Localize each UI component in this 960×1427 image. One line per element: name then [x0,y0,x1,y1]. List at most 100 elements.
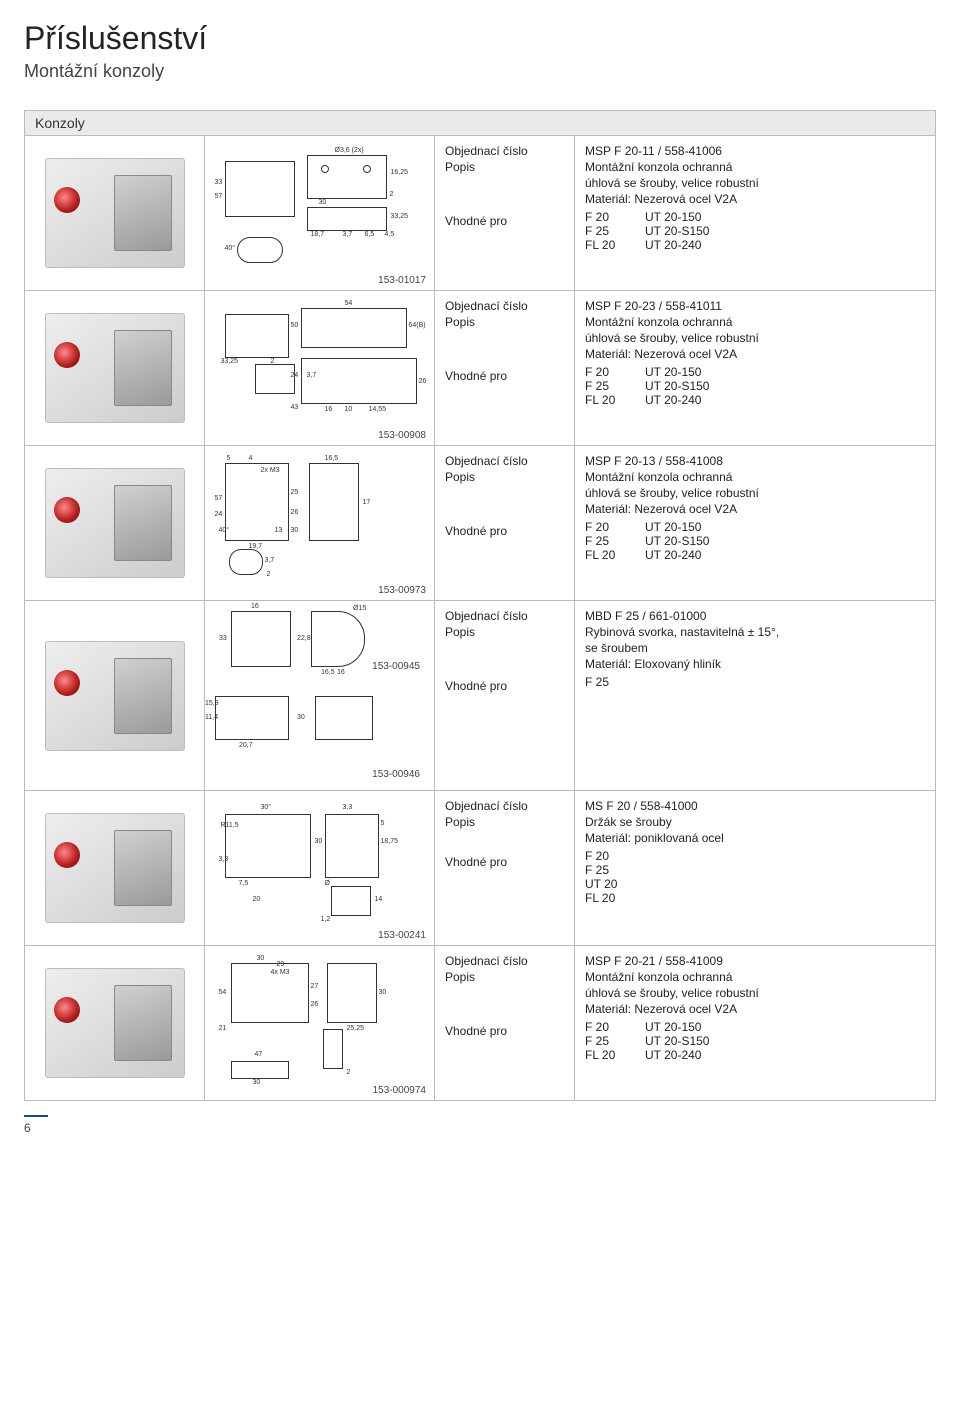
product-photo [45,813,185,923]
photo-cell [25,136,205,290]
page-subtitle: Montážní konzoly [24,61,936,82]
desc-line: Materiál: Nezerová ocel V2A [585,502,925,516]
diagram-id: 153-01017 [378,275,426,286]
diagram-id: 153-00973 [378,585,426,596]
order-number: MSP F 20-23 / 558-41011 [585,299,925,313]
label-order: Objednací číslo [445,454,564,468]
order-number: MSP F 20-11 / 558-41006 [585,144,925,158]
desc-line: Montážní konzola ochranná [585,470,925,484]
label-fit: Vhodné pro [445,524,564,538]
diagram-cell: 5 4 16,5 2x M3 57 25 24 26 17 40° 13 30 … [205,446,435,600]
label-desc: Popis [445,315,564,329]
desc-line: Materiál: poniklovaná ocel [585,831,925,845]
label-desc: Popis [445,815,564,829]
frame-header: Konzoly [25,111,935,135]
label-desc: Popis [445,625,564,639]
label-order: Objednací číslo [445,799,564,813]
label-fit: Vhodné pro [445,855,564,869]
diagram-id: 153-000974 [373,1085,426,1096]
labels-cell: Objednací číslo Popis Vhodné pro [435,946,575,1100]
tech-drawing: 54 50 33,25 2 64(B) 24 3,7 16 10 14,55 4… [225,308,415,428]
fit-list: F 20 F 25 UT 20 FL 20 [585,849,925,905]
labels-cell: Objednací číslo Popis Vhodné pro [435,446,575,600]
values-cell: MS F 20 / 558-41000 Držák se šrouby Mate… [575,791,935,945]
label-desc: Popis [445,970,564,984]
desc-line: Rybinová svorka, nastavitelná ± 15°, [585,625,925,639]
tech-drawing: 30 29 4x M3 54 27 30 26 25,25 21 47 2 30 [225,963,415,1083]
values-cell: MSP F 20-21 / 558-41009 Montážní konzola… [575,946,935,1100]
values-cell: MSP F 20-13 / 558-41008 Montážní konzola… [575,446,935,600]
desc-line: Montážní konzola ochranná [585,160,925,174]
tech-drawing: 5 4 16,5 2x M3 57 25 24 26 17 40° 13 30 … [225,463,415,583]
desc-line: úhlová se šrouby, velice robustní [585,176,925,190]
order-number: MBD F 25 / 661-01000 [585,609,925,623]
product-photo [45,158,185,268]
label-desc: Popis [445,160,564,174]
diagram-cell: 30 29 4x M3 54 27 30 26 25,25 21 47 2 30… [205,946,435,1100]
page-number: 6 [24,1115,48,1135]
photo-cell [25,601,205,790]
diagram-id: 153-00946 [372,769,420,780]
tech-drawing: 15,3 11,4 30 20,7 [211,696,401,756]
tech-drawing: 30° 3,3 R11,5 5 30 18,75 3,3 7,5 Ø 20 14… [225,808,415,928]
table-row: 54 50 33,25 2 64(B) 24 3,7 16 10 14,55 4… [25,290,935,445]
label-order: Objednací číslo [445,954,564,968]
diagram-id: 153-00908 [378,430,426,441]
desc-line: Materiál: Nezerová ocel V2A [585,192,925,206]
desc-line: Materiál: Nezerová ocel V2A [585,1002,925,1016]
labels-cell: Objednací číslo Popis Vhodné pro [435,291,575,445]
diagram-cell: Ø3,6 (2x) 16,25 33 57 2 30 33,25 18,7 3,… [205,136,435,290]
values-cell: MSP F 20-23 / 558-41011 Montážní konzola… [575,291,935,445]
photo-cell [25,446,205,600]
table-row: 5 4 16,5 2x M3 57 25 24 26 17 40° 13 30 … [25,445,935,600]
product-photo [45,968,185,1078]
desc-line: Materiál: Eloxovaný hliník [585,657,925,671]
diagram-id: 153-00945 [372,661,420,672]
label-desc: Popis [445,470,564,484]
labels-cell: Objednací číslo Popis Vhodné pro [435,136,575,290]
desc-line: Montážní konzola ochranná [585,970,925,984]
diagram-cell: 54 50 33,25 2 64(B) 24 3,7 16 10 14,55 4… [205,291,435,445]
fit-list: F 20UT 20-150 F 25UT 20-S150 FL 20UT 20-… [585,365,925,407]
desc-line: se šroubem [585,641,925,655]
diagram-id: 153-00241 [378,930,426,941]
fit-list: F 20UT 20-150 F 25UT 20-S150 FL 20UT 20-… [585,520,925,562]
table-row: 16 Ø15 33 22,8 16,5 16 153-00945 15,3 11… [25,600,935,790]
table-row: 30° 3,3 R11,5 5 30 18,75 3,3 7,5 Ø 20 14… [25,790,935,945]
product-photo [45,313,185,423]
fit-list: F 25 [585,675,925,689]
product-photo [45,468,185,578]
label-order: Objednací číslo [445,144,564,158]
product-frame: Konzoly Ø3,6 (2x) 16,25 33 57 2 30 33,25… [24,110,936,1101]
values-cell: MBD F 25 / 661-01000 Rybinová svorka, na… [575,601,935,790]
label-fit: Vhodné pro [445,679,564,693]
table-row: 30 29 4x M3 54 27 30 26 25,25 21 47 2 30… [25,945,935,1100]
label-order: Objednací číslo [445,299,564,313]
desc-line: úhlová se šrouby, velice robustní [585,331,925,345]
values-cell: MSP F 20-11 / 558-41006 Montážní konzola… [575,136,935,290]
desc-line: Montážní konzola ochranná [585,315,925,329]
desc-line: úhlová se šrouby, velice robustní [585,486,925,500]
photo-cell [25,791,205,945]
labels-cell: Objednací číslo Popis Vhodné pro [435,791,575,945]
fit-list: F 20UT 20-150 F 25UT 20-S150 FL 20UT 20-… [585,1020,925,1062]
desc-line: Držák se šrouby [585,815,925,829]
labels-cell: Objednací číslo Popis Vhodné pro [435,601,575,790]
diagram-cell: 30° 3,3 R11,5 5 30 18,75 3,3 7,5 Ø 20 14… [205,791,435,945]
label-fit: Vhodné pro [445,369,564,383]
diagram-cell: 16 Ø15 33 22,8 16,5 16 153-00945 15,3 11… [205,601,435,790]
label-order: Objednací číslo [445,609,564,623]
photo-cell [25,946,205,1100]
label-fit: Vhodné pro [445,214,564,228]
table-row: Ø3,6 (2x) 16,25 33 57 2 30 33,25 18,7 3,… [25,135,935,290]
order-number: MS F 20 / 558-41000 [585,799,925,813]
product-photo [45,641,185,751]
fit-list: F 20UT 20-150 F 25UT 20-S150 FL 20UT 20-… [585,210,925,252]
tech-drawing: Ø3,6 (2x) 16,25 33 57 2 30 33,25 18,7 3,… [225,153,415,273]
order-number: MSP F 20-13 / 558-41008 [585,454,925,468]
order-number: MSP F 20-21 / 558-41009 [585,954,925,968]
desc-line: úhlová se šrouby, velice robustní [585,986,925,1000]
photo-cell [25,291,205,445]
label-fit: Vhodné pro [445,1024,564,1038]
page-title: Příslušenství [24,20,936,57]
